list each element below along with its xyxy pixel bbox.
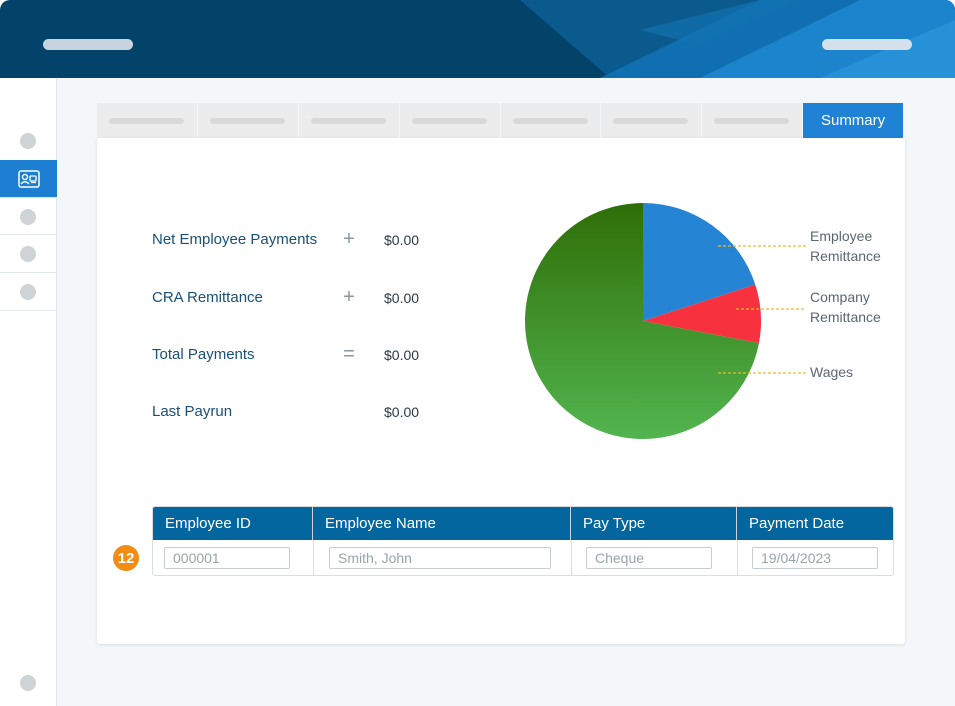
column-divider	[737, 540, 738, 575]
employee-table: Employee ID Employee Name Pay Type Payme…	[152, 506, 894, 576]
legend-company-line1: Company	[810, 289, 870, 305]
sidebar-item-3[interactable]	[20, 209, 36, 225]
tab-label-placeholder	[714, 118, 790, 124]
sidebar	[0, 78, 57, 706]
tab-bar: Summary	[97, 103, 903, 138]
tab-label-placeholder	[310, 118, 386, 124]
tab-1[interactable]	[97, 103, 197, 138]
legend-employee-line2: Remittance	[810, 248, 881, 264]
summary-label-total-payments: Total Payments	[152, 346, 255, 363]
sidebar-divider	[0, 310, 57, 311]
sidebar-item-bottom[interactable]	[20, 675, 36, 691]
column-divider	[571, 540, 572, 575]
tab-6[interactable]	[601, 103, 702, 138]
employee-name-field[interactable]: Smith, John	[329, 547, 551, 569]
plus-operator: +	[343, 286, 355, 308]
legend-employee-line1: Employee	[810, 228, 873, 244]
payments-pie-chart	[525, 203, 806, 439]
legend-wages: Wages	[810, 364, 854, 380]
tab-label-placeholder	[613, 118, 689, 124]
sidebar-item-1[interactable]	[20, 133, 36, 149]
sidebar-item-5[interactable]	[20, 284, 36, 300]
sidebar-item-payroll[interactable]	[0, 160, 57, 197]
legend-company-remittance: Company Remittance	[810, 287, 881, 327]
summary-value-last-payrun: $0.00	[384, 404, 420, 420]
column-divider	[313, 540, 314, 575]
header-decoration	[520, 0, 955, 78]
tab-5[interactable]	[500, 103, 601, 138]
tab-4[interactable]	[399, 103, 500, 138]
pay-type-field[interactable]: Cheque	[586, 547, 712, 569]
summary-label-net-employee-payments: Net Employee Payments	[152, 231, 318, 248]
tab-label-placeholder	[209, 118, 285, 124]
pie-slice-employee-remittance	[643, 203, 756, 321]
summary-label-cra-remittance: CRA Remittance	[152, 289, 263, 306]
pie-slice-company-remittance	[643, 284, 761, 344]
column-header-payment-date: Payment Date	[749, 515, 845, 532]
equals-operator: =	[343, 343, 355, 365]
tab-label-placeholder	[512, 118, 588, 124]
step-number-badge: 12	[113, 545, 139, 571]
sidebar-divider	[0, 234, 57, 235]
user-menu-placeholder[interactable]	[822, 39, 912, 50]
table-header-row: Employee ID Employee Name Pay Type Payme…	[153, 507, 893, 540]
legend-employee-remittance: Employee Remittance	[810, 226, 881, 266]
tab-label-placeholder	[109, 118, 184, 124]
payment-date-field[interactable]: 19/04/2023	[752, 547, 878, 569]
tab-3[interactable]	[298, 103, 399, 138]
tab-7[interactable]	[702, 103, 803, 138]
app-title-placeholder	[43, 39, 133, 50]
summary-label-last-payrun: Last Payrun	[152, 403, 233, 420]
pie-slice-wages	[525, 203, 759, 439]
plus-operator: +	[343, 228, 355, 250]
tab-summary[interactable]: Summary	[803, 103, 903, 138]
employee-id-field[interactable]: 000001	[164, 547, 290, 569]
column-header-employee-id: Employee ID	[153, 507, 313, 540]
tab-2[interactable]	[197, 103, 298, 138]
sidebar-divider	[0, 272, 57, 273]
sidebar-divider	[0, 197, 57, 198]
summary-value-cra-remittance: $0.00	[384, 290, 420, 306]
summary-value-total-payments: $0.00	[384, 347, 420, 363]
column-header-pay-type: Pay Type	[571, 507, 737, 540]
summary-value-net-employee-payments: $0.00	[384, 232, 420, 248]
legend-company-line2: Remittance	[810, 309, 881, 325]
top-header-bar	[0, 0, 955, 78]
sidebar-item-4[interactable]	[20, 246, 36, 262]
id-card-icon	[17, 169, 40, 188]
column-header-employee-name: Employee Name	[313, 507, 571, 540]
tab-label-placeholder	[411, 118, 487, 124]
